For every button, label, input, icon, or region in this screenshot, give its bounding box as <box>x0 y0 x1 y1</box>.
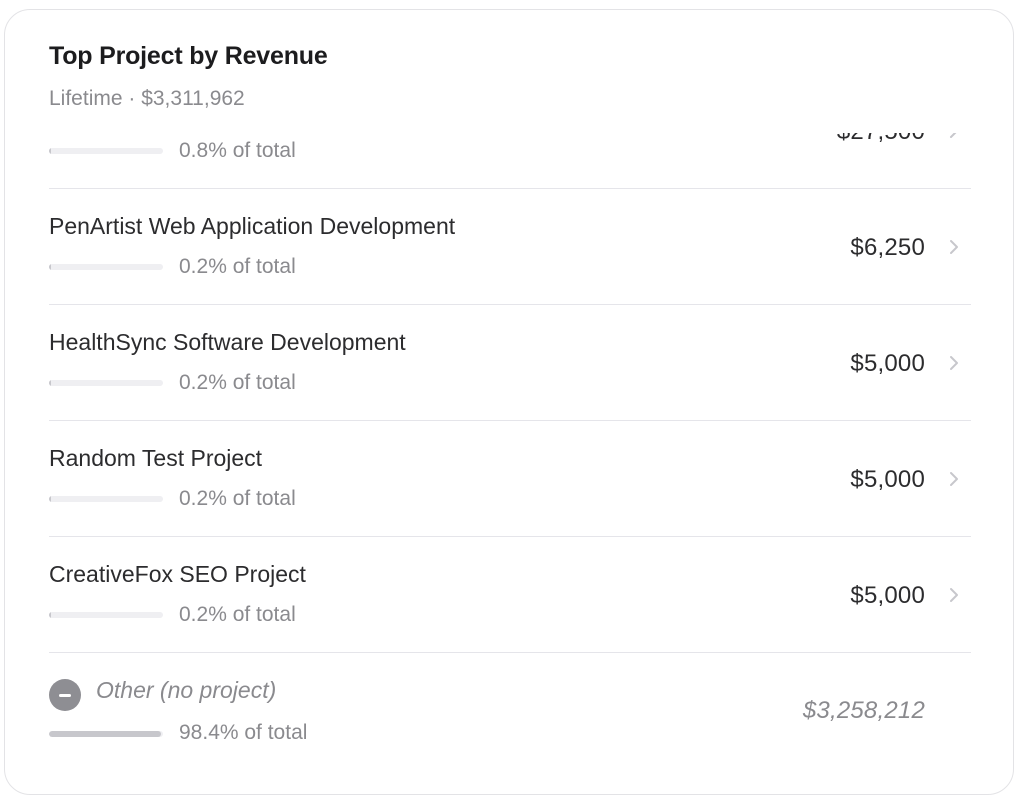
share-bar <box>49 731 163 737</box>
revenue-amount: $3,258,212 <box>802 697 925 724</box>
project-row[interactable]: PenArtist Web Application Development 0.… <box>49 189 971 305</box>
chevron-right-icon <box>950 133 957 138</box>
share-bar <box>49 496 163 502</box>
revenue-amount: $27,500 <box>837 133 925 146</box>
share-label: 0.8% of total <box>179 139 296 162</box>
card-subtitle: Lifetime · $3,311,962 <box>49 87 245 110</box>
share-bar <box>49 380 163 386</box>
chevron-right-icon <box>950 240 958 254</box>
share-label: 0.2% of total <box>179 371 296 394</box>
revenue-amount: $5,000 <box>850 466 925 493</box>
share-label: 0.2% of total <box>179 487 296 510</box>
project-name: CreativeFox SEO Project <box>49 561 306 587</box>
share-label: 98.4% of total <box>179 721 308 744</box>
project-list[interactable]: 0.8% of total $27,500 PenArtist Web Appl… <box>49 133 971 794</box>
share-bar <box>49 148 163 154</box>
revenue-amount: $6,250 <box>850 234 925 261</box>
share-bar <box>49 264 163 270</box>
share-bar-fill <box>49 612 51 618</box>
other-row: Other (no project) 98.4% of total $3,258… <box>49 653 971 769</box>
revenue-amount: $5,000 <box>850 582 925 609</box>
project-row[interactable]: Random Test Project 0.2% of total $5,000 <box>49 421 971 537</box>
project-name: Random Test Project <box>49 445 263 471</box>
share-bar-fill <box>49 731 161 737</box>
revenue-card: Top Project by Revenue Lifetime · $3,311… <box>4 9 1014 795</box>
card-title: Top Project by Revenue <box>49 42 328 70</box>
other-label: Other (no project) <box>96 677 277 703</box>
share-label: 0.2% of total <box>179 255 296 278</box>
project-row[interactable]: 0.8% of total $27,500 <box>49 133 971 189</box>
project-row[interactable]: HealthSync Software Development 0.2% of … <box>49 305 971 421</box>
share-bar-fill <box>49 148 51 154</box>
revenue-amount: $5,000 <box>850 350 925 377</box>
project-row[interactable]: CreativeFox SEO Project 0.2% of total $5… <box>49 537 971 653</box>
share-bar-fill <box>49 264 51 270</box>
share-bar <box>49 612 163 618</box>
minus-circle-icon <box>49 679 81 711</box>
project-list-content: 0.8% of total $27,500 PenArtist Web Appl… <box>49 133 971 769</box>
share-bar-fill <box>49 380 51 386</box>
chevron-right-icon <box>950 588 958 602</box>
chevron-right-icon <box>950 356 958 370</box>
chevron-right-icon <box>950 472 958 486</box>
share-label: 0.2% of total <box>179 603 296 626</box>
share-bar-fill <box>49 496 51 502</box>
project-name: HealthSync Software Development <box>49 329 406 355</box>
project-name: PenArtist Web Application Development <box>49 213 456 239</box>
